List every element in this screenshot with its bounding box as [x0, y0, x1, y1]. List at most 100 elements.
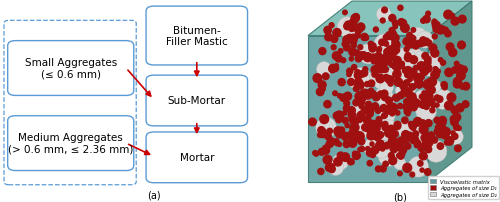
Circle shape: [350, 135, 358, 144]
Circle shape: [368, 89, 374, 94]
Circle shape: [360, 90, 368, 98]
Circle shape: [450, 95, 454, 100]
Circle shape: [376, 8, 391, 23]
Circle shape: [408, 78, 412, 82]
Circle shape: [349, 23, 353, 27]
Circle shape: [362, 124, 369, 132]
Circle shape: [375, 134, 380, 138]
Circle shape: [393, 71, 401, 79]
Circle shape: [398, 153, 404, 159]
Circle shape: [416, 32, 433, 49]
Circle shape: [422, 53, 428, 60]
Circle shape: [358, 148, 362, 152]
Circle shape: [342, 118, 348, 124]
Circle shape: [386, 61, 391, 66]
Circle shape: [378, 146, 398, 166]
Polygon shape: [308, 2, 472, 36]
Circle shape: [424, 169, 431, 175]
Circle shape: [409, 37, 414, 42]
Circle shape: [374, 135, 380, 141]
Circle shape: [425, 120, 432, 127]
Circle shape: [332, 66, 338, 72]
Circle shape: [427, 98, 435, 106]
Circle shape: [383, 75, 390, 82]
Circle shape: [331, 46, 336, 50]
Circle shape: [341, 59, 345, 63]
Circle shape: [322, 129, 326, 134]
Circle shape: [384, 35, 389, 41]
Circle shape: [369, 46, 376, 53]
Circle shape: [420, 76, 424, 80]
Circle shape: [398, 171, 402, 176]
FancyBboxPatch shape: [146, 132, 248, 183]
Circle shape: [444, 31, 451, 38]
Circle shape: [378, 132, 384, 138]
Circle shape: [409, 96, 416, 104]
Circle shape: [405, 53, 411, 59]
Circle shape: [458, 42, 466, 50]
Circle shape: [381, 91, 388, 98]
Circle shape: [376, 142, 384, 150]
Circle shape: [438, 58, 442, 63]
Circle shape: [326, 141, 332, 148]
Circle shape: [344, 101, 350, 107]
Circle shape: [422, 42, 426, 46]
Circle shape: [366, 125, 372, 132]
Circle shape: [372, 125, 380, 133]
Circle shape: [403, 38, 410, 46]
Circle shape: [384, 49, 392, 57]
Circle shape: [358, 96, 364, 101]
Circle shape: [380, 105, 388, 112]
Circle shape: [369, 121, 378, 130]
Circle shape: [396, 66, 400, 71]
Circle shape: [374, 141, 390, 158]
Circle shape: [384, 129, 393, 138]
Circle shape: [404, 80, 409, 87]
Circle shape: [344, 23, 352, 30]
Circle shape: [422, 93, 428, 98]
Text: Mortar: Mortar: [180, 153, 214, 163]
Circle shape: [328, 159, 344, 176]
Circle shape: [344, 105, 350, 112]
Circle shape: [400, 65, 404, 69]
Circle shape: [422, 92, 426, 96]
Circle shape: [378, 120, 398, 139]
Circle shape: [319, 48, 326, 55]
Circle shape: [414, 133, 428, 147]
Circle shape: [392, 35, 399, 43]
Circle shape: [383, 102, 398, 117]
Circle shape: [407, 101, 415, 109]
Circle shape: [389, 15, 396, 22]
Circle shape: [410, 70, 414, 74]
Circle shape: [412, 42, 420, 50]
Circle shape: [352, 124, 359, 131]
Circle shape: [405, 143, 411, 149]
Circle shape: [409, 84, 416, 91]
Circle shape: [336, 117, 342, 123]
Circle shape: [408, 157, 428, 177]
Circle shape: [393, 25, 398, 30]
Circle shape: [458, 16, 466, 24]
Circle shape: [361, 34, 368, 41]
Circle shape: [418, 161, 423, 166]
Circle shape: [372, 94, 378, 99]
Circle shape: [437, 143, 444, 150]
Circle shape: [391, 147, 397, 153]
Circle shape: [404, 89, 412, 98]
Circle shape: [345, 22, 352, 29]
Polygon shape: [308, 36, 428, 182]
Circle shape: [339, 127, 344, 133]
Circle shape: [367, 132, 376, 140]
Circle shape: [356, 132, 364, 141]
Circle shape: [394, 122, 401, 129]
Circle shape: [350, 38, 357, 45]
Circle shape: [370, 152, 376, 158]
Circle shape: [407, 33, 412, 39]
Circle shape: [371, 59, 376, 64]
Circle shape: [436, 70, 440, 74]
Circle shape: [442, 28, 448, 34]
Circle shape: [371, 147, 378, 154]
Circle shape: [378, 92, 384, 98]
Circle shape: [338, 132, 342, 136]
Circle shape: [400, 20, 406, 27]
